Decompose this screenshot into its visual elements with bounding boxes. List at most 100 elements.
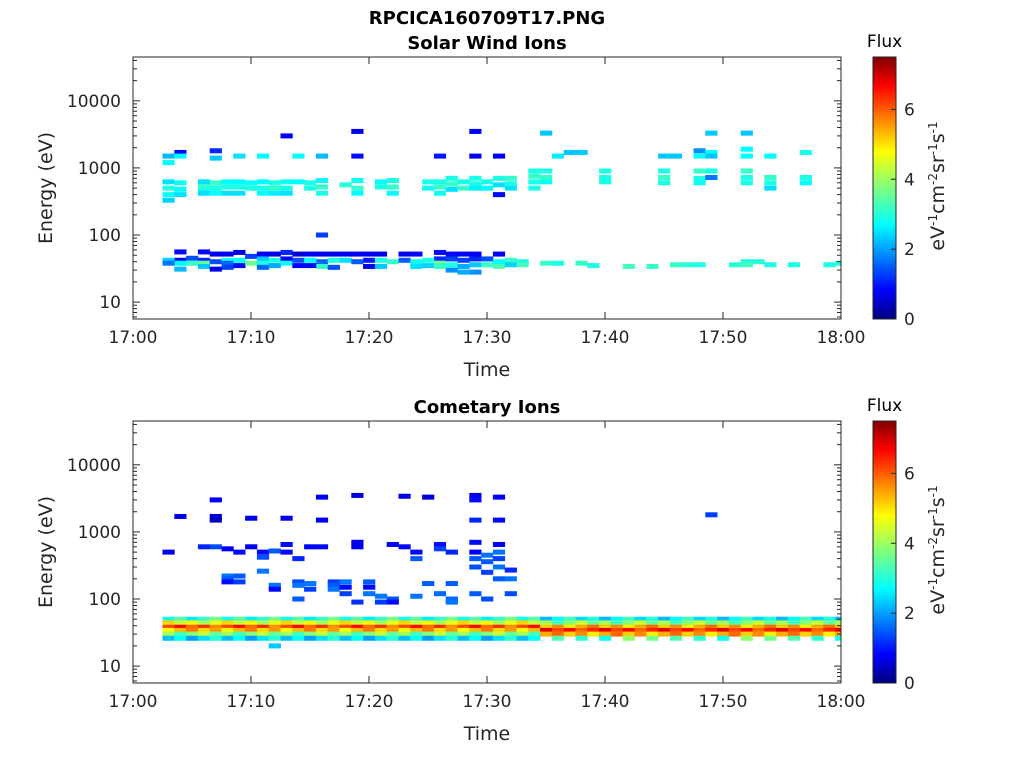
- heatmap-cell: [787, 620, 801, 626]
- heatmap-cell: [646, 631, 659, 637]
- heatmap-cell: [811, 616, 824, 622]
- heatmap-cell: [540, 616, 553, 622]
- heatmap-cell: [174, 249, 187, 255]
- heatmap-cell: [492, 259, 506, 265]
- heatmap-cell: [528, 624, 541, 630]
- heatmap-cell: [327, 627, 340, 633]
- heatmap-cell: [634, 624, 647, 630]
- heatmap-cell: [327, 586, 340, 592]
- heatmap-cell: [256, 185, 270, 191]
- heatmap-cell: [599, 620, 612, 626]
- heatmap-cell: [658, 180, 671, 186]
- heatmap-cell: [374, 624, 388, 630]
- heatmap-cell: [599, 174, 612, 180]
- heatmap-cell: [315, 624, 329, 630]
- colorbar-tick-label: 6: [904, 100, 915, 120]
- heatmap-cell: [209, 266, 222, 272]
- heatmap-cell: [705, 174, 718, 180]
- heatmap-cell: [351, 635, 364, 641]
- heatmap-cell: [209, 148, 222, 154]
- heatmap-cell: [186, 260, 199, 266]
- heatmap-cell: [575, 635, 588, 641]
- heatmap-cell: [233, 620, 246, 626]
- heatmap-cell: [209, 627, 222, 633]
- heatmap-cell: [315, 631, 329, 637]
- heatmap-cell: [363, 251, 376, 257]
- heatmap-cell: [599, 624, 612, 630]
- heatmap-cell: [315, 517, 329, 523]
- heatmap-cell: [292, 582, 305, 588]
- heatmap-cell: [422, 620, 435, 626]
- heatmap-cell: [351, 190, 364, 196]
- heatmap-cell: [835, 635, 841, 641]
- heatmap-cell: [351, 544, 364, 550]
- heatmap-cell: [327, 264, 340, 270]
- heatmap-cell: [304, 257, 317, 263]
- heatmap-cell: [410, 556, 423, 562]
- heatmap-cell: [776, 624, 789, 630]
- heatmap-cell: [374, 631, 388, 637]
- x-tick-label: 17:10: [227, 692, 276, 712]
- heatmap-cell: [327, 631, 340, 637]
- heatmap-cell: [422, 631, 435, 637]
- heatmap-cell: [280, 624, 293, 630]
- heatmap-cell: [634, 616, 647, 622]
- heatmap-cell: [256, 179, 270, 185]
- heatmap-cell: [209, 155, 222, 161]
- heatmap-cell: [197, 263, 211, 269]
- heatmap-cell: [221, 190, 234, 196]
- heatmap-cell: [315, 259, 329, 265]
- heatmap-cell: [681, 624, 694, 630]
- heatmap-cell: [422, 263, 435, 269]
- heatmap-cell: [752, 627, 765, 633]
- heatmap-cell: [563, 620, 576, 626]
- heatmap-cell: [292, 579, 305, 585]
- heatmap-cell: [339, 624, 352, 630]
- heatmap-cell: [233, 179, 246, 185]
- heatmap-cell: [799, 620, 812, 626]
- heatmap-cell: [433, 263, 447, 269]
- heatmap-cell: [374, 620, 388, 626]
- heatmap-cell: [693, 153, 706, 159]
- heatmap-cell: [268, 257, 281, 263]
- heatmap-cell: [186, 616, 199, 622]
- heatmap-cell: [610, 616, 624, 622]
- heatmap-cell: [292, 616, 305, 622]
- heatmap-cell: [575, 627, 588, 633]
- heatmap-cell: [256, 264, 270, 270]
- heatmap-cell: [186, 631, 199, 637]
- heatmap-cell: [457, 635, 470, 641]
- heatmap-cell: [245, 627, 258, 633]
- heatmap-cell: [469, 635, 482, 641]
- heatmap-cell: [693, 635, 706, 641]
- heatmap-cell: [363, 620, 376, 626]
- heatmap-cell: [823, 262, 836, 268]
- heatmap-cell: [492, 576, 506, 582]
- heatmap-cell: [221, 624, 234, 630]
- heatmap-cell: [740, 153, 753, 159]
- heatmap-cell: [433, 627, 447, 633]
- heatmap-cell: [315, 153, 329, 159]
- heatmap-cell: [481, 624, 494, 630]
- heatmap-cell: [445, 631, 458, 637]
- heatmap-cell: [669, 631, 683, 637]
- heatmap-cell: [162, 260, 175, 266]
- heatmap-cell: [374, 616, 388, 622]
- heatmap-cell: [233, 579, 246, 585]
- heatmap-cell: [351, 620, 364, 626]
- heatmap-cell: [209, 259, 222, 265]
- heatmap-cell: [315, 620, 329, 626]
- heatmap-cell: [280, 260, 293, 266]
- x-tick-label: 17:40: [581, 328, 630, 348]
- x-tick-label: 17:10: [227, 328, 276, 348]
- heatmap-cell: [705, 616, 718, 622]
- heatmap-cell: [233, 153, 246, 159]
- x-axis-label: Time: [463, 359, 511, 381]
- heatmap-cell: [268, 548, 281, 554]
- heatmap-cell: [433, 249, 447, 255]
- heatmap-cell: [351, 631, 364, 637]
- heatmap-cell: [799, 174, 812, 180]
- heatmap-cell: [469, 517, 482, 523]
- heatmap-cell: [445, 181, 458, 187]
- heatmap-cell: [268, 620, 281, 626]
